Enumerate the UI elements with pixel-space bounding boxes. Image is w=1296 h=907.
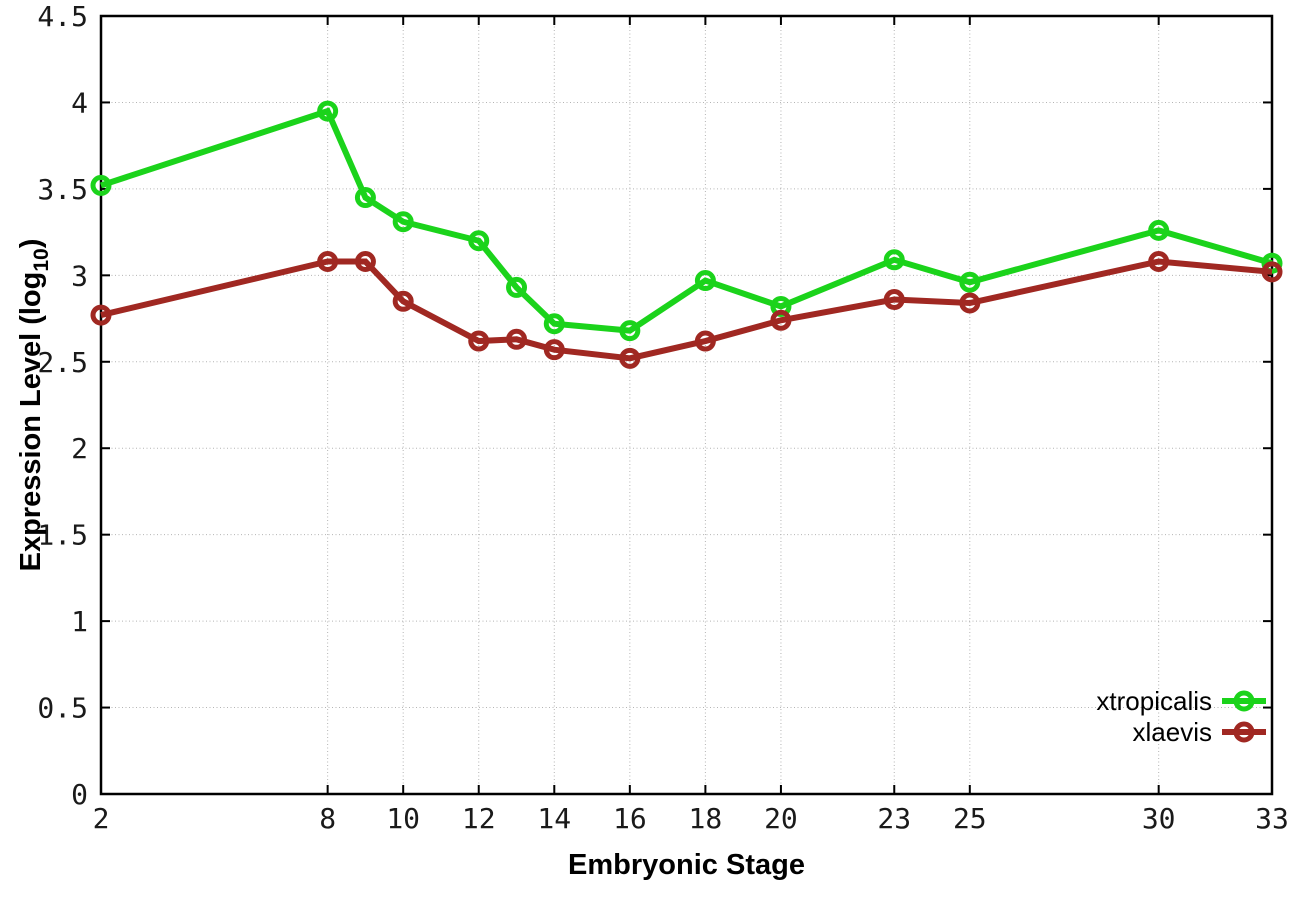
data-point-marker-xlaevis <box>354 251 376 273</box>
data-point-marker-xlaevis <box>1261 261 1283 283</box>
x-tick-label: 8 <box>319 802 336 835</box>
data-point-marker-xtropicalis <box>317 100 339 122</box>
data-point-marker-xtropicalis <box>619 320 641 342</box>
x-tick-label: 2 <box>93 802 110 835</box>
data-point-marker-xtropicalis <box>354 187 376 209</box>
data-point-marker-xlaevis <box>883 289 905 311</box>
y-tick-label: 0.5 <box>37 692 88 725</box>
y-tick-label: 1 <box>71 605 88 638</box>
x-tick-label: 25 <box>953 802 987 835</box>
data-point-marker-xtropicalis <box>543 313 565 335</box>
x-tick-label: 18 <box>689 802 723 835</box>
data-point-marker-xtropicalis <box>1148 219 1170 241</box>
data-point-marker-xtropicalis <box>694 270 716 292</box>
legend-marker-xtropicalis <box>1233 690 1255 712</box>
x-axis-title: Embryonic Stage <box>568 849 805 881</box>
x-tick-label: 20 <box>764 802 798 835</box>
data-point-marker-xlaevis <box>506 328 528 350</box>
data-point-marker-xtropicalis <box>883 249 905 271</box>
series-line-xtropicalis <box>100 107 1273 334</box>
x-tick-label: 23 <box>877 802 911 835</box>
y-tick-label: 3.5 <box>37 173 88 206</box>
x-tick-label: 16 <box>613 802 647 835</box>
data-point-marker-xtropicalis <box>506 276 528 298</box>
x-tick-label: 33 <box>1255 802 1289 835</box>
data-point-marker-xlaevis <box>959 292 981 314</box>
legend-label-xlaevis: xlaevis <box>1133 717 1212 747</box>
data-point-marker-xtropicalis <box>392 211 414 233</box>
data-point-marker-xlaevis <box>90 304 112 326</box>
x-tick-label: 30 <box>1142 802 1176 835</box>
data-point-marker-xlaevis <box>619 347 641 369</box>
y-tick-label: 1.5 <box>37 519 88 552</box>
y-tick-label: 2.5 <box>37 346 88 379</box>
data-point-marker-xlaevis <box>694 330 716 352</box>
y-tick-label: 3 <box>71 259 88 292</box>
data-point-marker-xlaevis <box>392 290 414 312</box>
data-point-marker-xlaevis <box>1148 251 1170 273</box>
x-tick-label: 12 <box>462 802 496 835</box>
y-tick-label: 0 <box>71 778 88 811</box>
legend-marker-xlaevis <box>1233 721 1255 743</box>
x-tick-label: 14 <box>537 802 571 835</box>
y-tick-label: 4 <box>71 86 88 119</box>
y-tick-label: 2 <box>71 432 88 465</box>
y-axis-title: Expression Level (log10) <box>15 239 53 572</box>
data-point-marker-xtropicalis <box>90 174 112 196</box>
data-point-marker-xtropicalis <box>468 230 490 252</box>
data-point-marker-xlaevis <box>543 339 565 361</box>
data-point-marker-xtropicalis <box>959 271 981 293</box>
data-point-marker-xlaevis <box>317 251 339 273</box>
x-tick-label: 10 <box>386 802 420 835</box>
plot-border <box>99 14 1274 796</box>
series-line-xlaevis <box>100 258 1273 362</box>
data-point-marker-xlaevis <box>468 330 490 352</box>
legend-label-xtropicalis: xtropicalis <box>1096 686 1212 716</box>
data-point-marker-xlaevis <box>770 309 792 331</box>
y-tick-label: 4.5 <box>37 0 88 33</box>
